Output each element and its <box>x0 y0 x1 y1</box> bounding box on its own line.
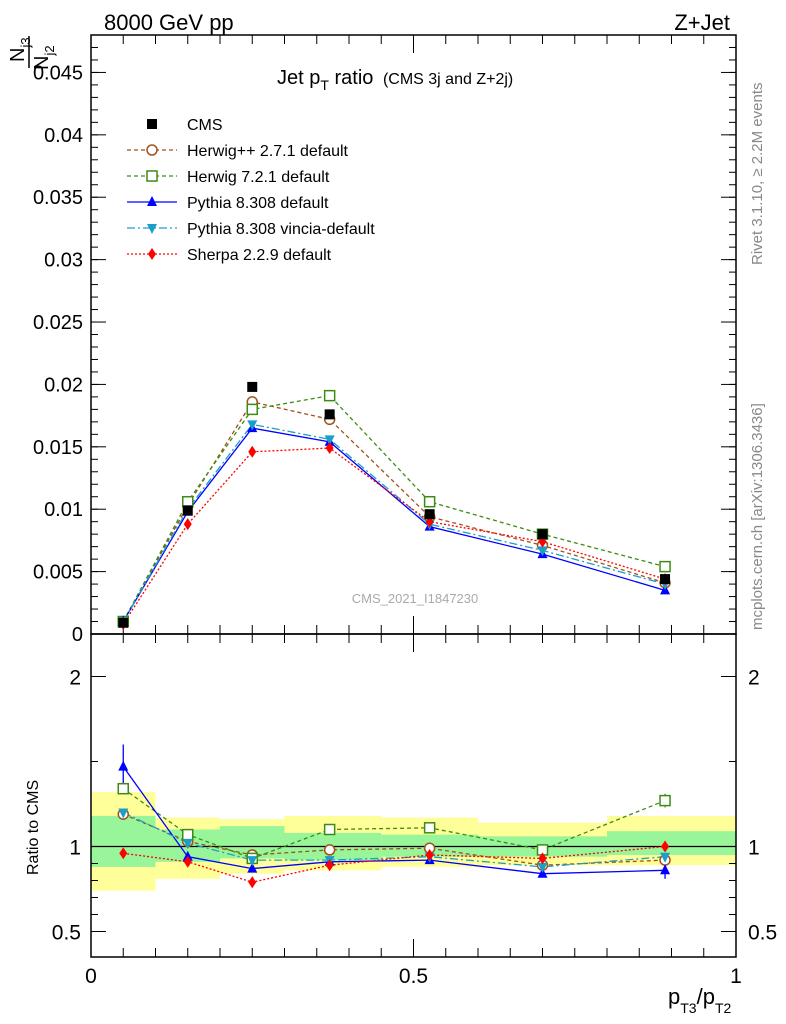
cms-data-point <box>182 505 193 516</box>
y-tick-label: 0.005 <box>33 562 83 584</box>
legend-label: Herwig 7.2.1 default <box>187 169 330 186</box>
svg-text:Nj3: Nj3 <box>7 37 33 62</box>
ratio-y-axis-label: Ratio to CMS <box>25 780 42 875</box>
series-point <box>659 560 671 573</box>
ratio-point <box>425 849 434 861</box>
header-process-label: Z+Jet <box>674 10 730 35</box>
series-line <box>122 394 666 622</box>
y-tick-label: 0.01 <box>44 499 83 521</box>
cms-data-point <box>247 381 258 392</box>
ratio-point <box>323 823 336 836</box>
ratio-y-tick-label-right: 2 <box>748 667 760 690</box>
ratio-point <box>659 794 671 807</box>
cms-data-point <box>324 409 335 420</box>
x-axis-label: pT3/pT2 <box>668 984 732 1016</box>
ratio-panel-series <box>91 744 736 889</box>
legend-label: Pythia 8.308 vincia-default <box>187 221 375 238</box>
legend-label: CMS <box>187 117 223 134</box>
ratio-point <box>183 855 192 868</box>
chart-title: Jet pT ratio (CMS 3j and Z+2j) <box>277 67 513 93</box>
y-tick-label: 0 <box>72 624 83 646</box>
series-point <box>537 546 548 557</box>
series-point <box>183 518 192 531</box>
y-axis-label: Nj3 <box>7 37 33 62</box>
ratio-band-inner <box>607 831 736 855</box>
legend-marker <box>147 224 157 234</box>
ratio-y-tick-label-right: 0.5 <box>748 922 777 945</box>
series-line <box>122 401 666 622</box>
legend-label: Pythia 8.308 default <box>187 195 329 212</box>
legend: CMS Herwig++ 2.7.1 default Herwig 7.2.1 de… <box>127 117 375 264</box>
header-energy-label: 8000 GeV pp <box>104 10 234 35</box>
ratio-point <box>182 850 193 861</box>
ratio-point <box>660 852 671 863</box>
y-tick-label: 0.03 <box>44 250 83 272</box>
ratio-point <box>117 782 129 795</box>
y-tick-label: 0.04 <box>44 125 83 147</box>
y-tick-label: 0.035 <box>33 187 83 209</box>
ratio-point <box>248 876 257 889</box>
series-point <box>423 495 436 508</box>
ratio-panel-axes: 0.5 0.51 12 20 0.5 1 <box>52 633 777 988</box>
ratio-point <box>247 856 258 867</box>
ratio-point <box>119 847 128 860</box>
ratio-panel-frame <box>90 633 737 958</box>
series-point <box>248 445 257 458</box>
svg-text:Nj2: Nj2 <box>31 45 57 70</box>
ratio-point <box>660 864 671 875</box>
main-panel-series <box>122 394 666 625</box>
series-point <box>246 403 258 416</box>
ratio-point <box>538 852 547 865</box>
legend-label: Sherpa 2.2.9 default <box>187 247 332 264</box>
legend-marker <box>147 119 157 129</box>
analysis-watermark: CMS_2021_I1847230 <box>352 591 479 606</box>
y-tick-label: 0.045 <box>33 62 83 84</box>
ratio-point <box>661 840 670 853</box>
ratio-y-tick-label-right: 1 <box>748 837 760 860</box>
y-axis-label-denominator: Nj2 <box>31 45 57 70</box>
series-point <box>247 420 258 431</box>
legend-label: Herwig++ 2.7.1 default <box>187 143 349 160</box>
ratio-y-tick-label: 2 <box>69 667 81 690</box>
ratio-y-tick-label: 1 <box>69 837 81 860</box>
cms-data-point <box>537 529 548 540</box>
legend-marker <box>146 170 158 182</box>
ratio-point <box>537 862 548 873</box>
y-tick-label: 0.015 <box>33 437 83 459</box>
x-tick-label: 1 <box>730 965 742 988</box>
legend-marker <box>147 196 157 206</box>
y-tick-label: 0.02 <box>44 374 83 396</box>
ratio-point <box>423 822 436 834</box>
ratio-point <box>182 839 193 850</box>
y-tick-label: 0.025 <box>33 312 83 334</box>
series-point <box>325 442 334 455</box>
legend-marker <box>148 248 156 260</box>
x-tick-label: 0.5 <box>399 965 428 988</box>
cms-data-point <box>660 574 671 585</box>
cms-data-point <box>424 509 435 520</box>
ratio-point <box>118 760 129 771</box>
series-point <box>324 435 335 446</box>
ratio-point <box>325 859 334 872</box>
x-tick-label: 0 <box>85 965 97 988</box>
series-point <box>323 389 336 402</box>
rivet-version-label: Rivet 3.1.10, ≥ 2.2M events <box>749 83 766 266</box>
ratio-point <box>118 808 129 819</box>
mcplots-label: mcplots.cern.ch [arXiv:1306.3436] <box>749 403 766 630</box>
ratio-y-tick-label: 0.5 <box>52 922 81 945</box>
main-panel-markers <box>117 381 671 631</box>
main-panel-axes: 0 0.005 0.01 0.015 0.02 0.025 0.03 0.035 0.04 0.0… <box>33 34 737 646</box>
ratio-point <box>247 862 258 873</box>
ratio-point <box>323 844 336 856</box>
legend-marker <box>146 144 158 156</box>
ratio-point <box>182 828 194 841</box>
cms-data-point <box>118 617 129 628</box>
